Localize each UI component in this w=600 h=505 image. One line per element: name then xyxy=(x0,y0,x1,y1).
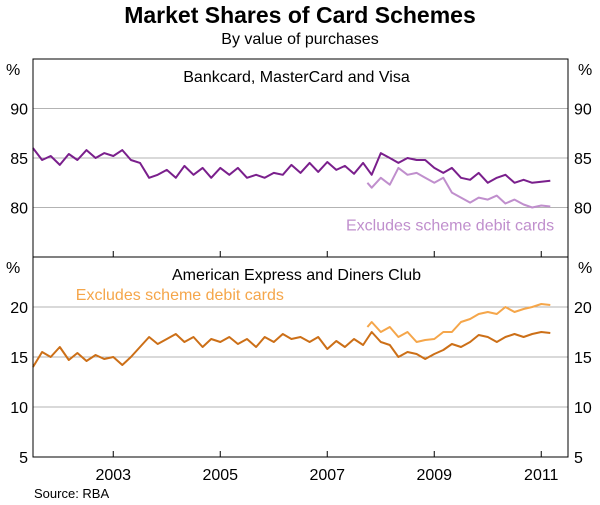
amex-annotation: Excludes scheme debit cards xyxy=(76,287,284,304)
visa-mc-unit-right: % xyxy=(578,62,592,79)
xaxis-tick-label: 2007 xyxy=(309,467,345,484)
amex-ytick-left: 5 xyxy=(19,450,28,467)
visa-mc-ytick-left: 80 xyxy=(10,201,28,218)
amex-ytick-left: 20 xyxy=(10,300,28,317)
xaxis-tick-label: 2011 xyxy=(524,467,559,484)
visa-mc-ytick-right: 85 xyxy=(574,151,592,168)
visa-mc-main-series-line xyxy=(32,147,551,184)
visa-mc-annotation: Excludes scheme debit cards xyxy=(346,217,554,234)
amex-ytick-right: 5 xyxy=(574,450,583,467)
visa-mc-panel-title: Bankcard, MasterCard and Visa xyxy=(183,69,410,86)
visa-mc-ytick-left: 85 xyxy=(10,151,28,168)
visa-mc-excl-debit-series-line xyxy=(366,166,551,209)
plot-frame xyxy=(32,58,569,458)
visa-mc-ytick-left: 90 xyxy=(10,102,28,119)
visa-mc-ytick-right: 80 xyxy=(574,201,592,218)
amex-ytick-left: 15 xyxy=(10,350,28,367)
chart-subtitle: By value of purchases xyxy=(221,31,379,48)
source-note: Source: RBA xyxy=(34,486,110,501)
amex-ytick-left: 10 xyxy=(10,400,28,417)
xaxis-tick-label: 2009 xyxy=(416,467,452,484)
amex-ytick-right: 15 xyxy=(574,350,592,367)
xaxis-tick-label: 2005 xyxy=(202,467,238,484)
amex-unit-left: % xyxy=(6,260,20,277)
visa-mc-ytick-right: 90 xyxy=(574,102,592,119)
visa-mc-unit-left: % xyxy=(6,62,20,79)
amex-ytick-right: 20 xyxy=(574,300,592,317)
amex-panel-title: American Express and Diners Club xyxy=(172,267,421,284)
xaxis-tick-label: 2003 xyxy=(95,467,131,484)
amex-unit-right: % xyxy=(578,260,592,277)
amex-main-series-line xyxy=(32,331,551,368)
amex-excl-debit-series-line xyxy=(366,303,551,343)
chart-title: Market Shares of Card Schemes xyxy=(124,2,476,28)
amex-ytick-right: 10 xyxy=(574,400,592,417)
